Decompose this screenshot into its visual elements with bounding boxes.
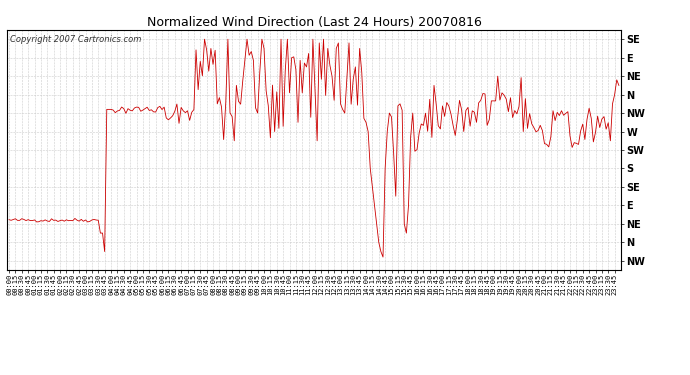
Text: Copyright 2007 Cartronics.com: Copyright 2007 Cartronics.com xyxy=(10,35,141,44)
Title: Normalized Wind Direction (Last 24 Hours) 20070816: Normalized Wind Direction (Last 24 Hours… xyxy=(146,16,482,29)
